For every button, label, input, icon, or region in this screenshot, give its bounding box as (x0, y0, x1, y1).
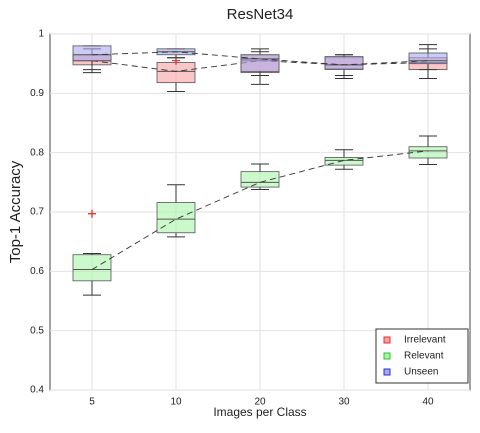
x-tick-label: 5 (89, 397, 95, 408)
x-axis-label: Images per Class (213, 405, 306, 419)
y-tick-label: 0.7 (30, 207, 44, 218)
legend-swatch (383, 336, 391, 344)
legend-box (375, 328, 469, 384)
y-tick-label: 0.9 (30, 88, 44, 99)
legend-label: Relevant (404, 351, 444, 362)
box (240, 171, 280, 188)
legend-swatch (383, 352, 391, 360)
box (324, 157, 364, 166)
box (240, 54, 280, 72)
legend-swatch (383, 368, 391, 376)
legend-label: Irrelevant (404, 335, 446, 346)
y-tick-label: 0.6 (30, 266, 44, 277)
y-tick-label: 0.8 (30, 147, 44, 158)
y-tick-label: 0.4 (30, 385, 44, 396)
box (408, 52, 448, 65)
x-tick-label: 20 (254, 397, 266, 408)
box (156, 62, 196, 84)
box (156, 202, 196, 234)
box (324, 56, 364, 70)
y-axis-label: Top-1 Accuracy (7, 160, 24, 263)
box (72, 45, 112, 62)
box (72, 254, 112, 282)
y-tick-label: 1 (38, 29, 44, 40)
legend-label: Unseen (404, 367, 438, 378)
x-tick-label: 40 (422, 397, 434, 408)
box (408, 146, 448, 159)
chart-title: ResNet34 (227, 6, 294, 23)
outlier (88, 209, 96, 218)
median-trend (91, 51, 429, 66)
median-trend (91, 60, 429, 72)
x-tick-label: 10 (170, 397, 182, 408)
x-tick-label: 30 (338, 397, 350, 408)
median-trend (91, 150, 429, 270)
y-tick-label: 0.5 (30, 325, 44, 336)
